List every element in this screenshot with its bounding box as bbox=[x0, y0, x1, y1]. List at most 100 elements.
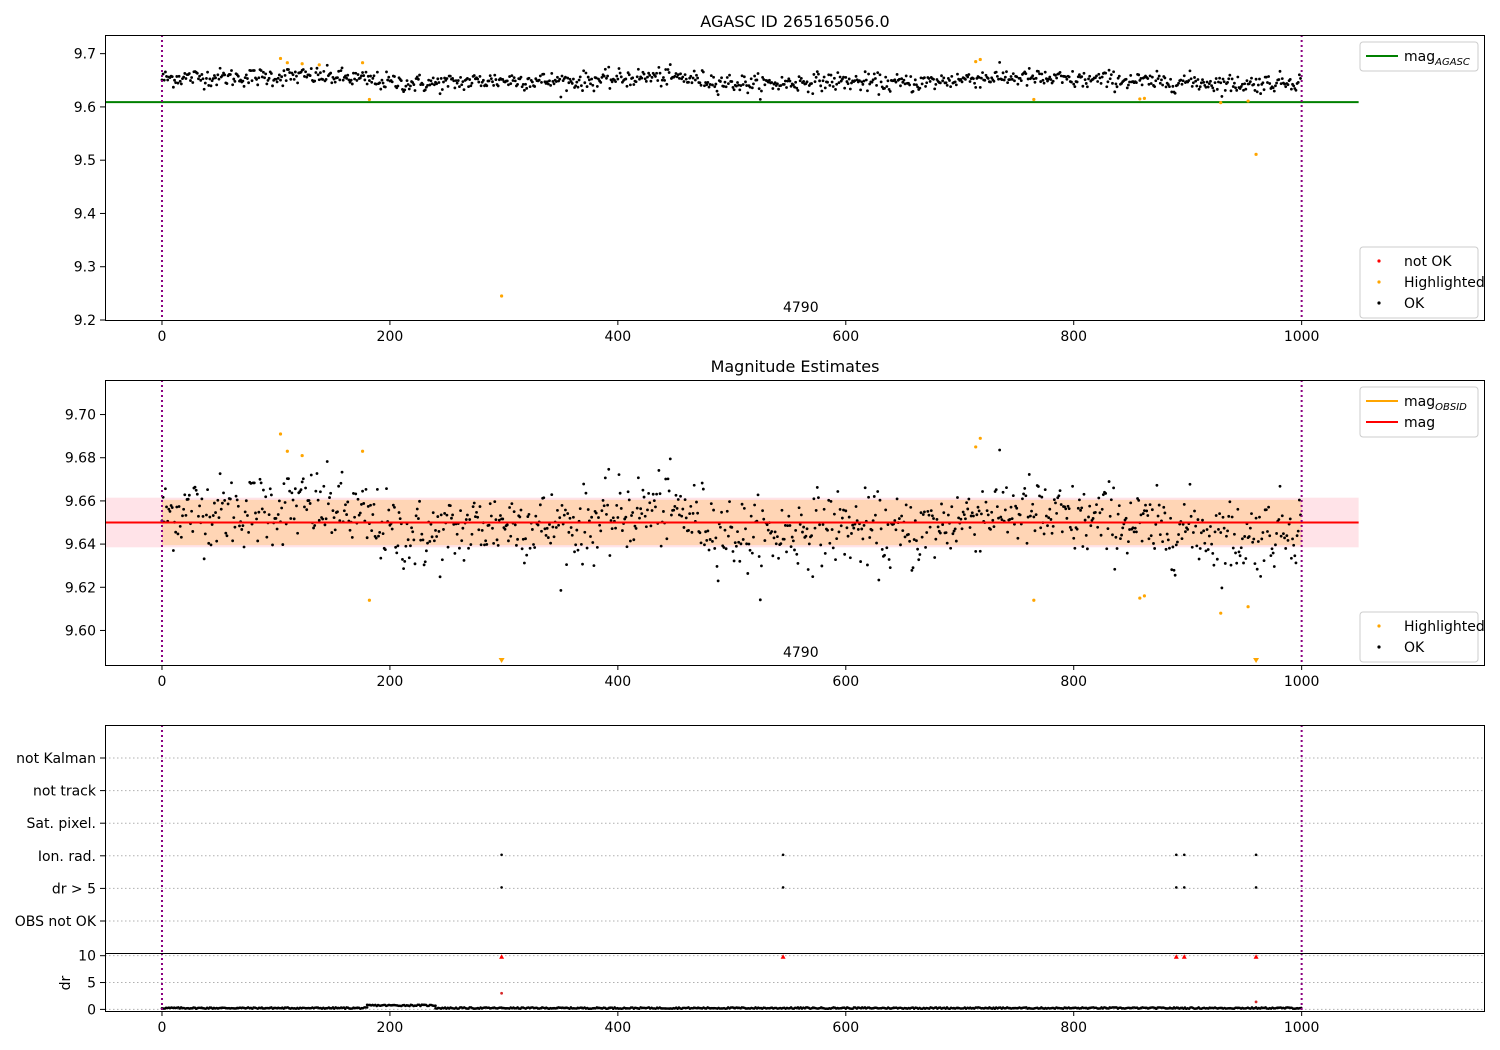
ok-point bbox=[1218, 512, 1221, 516]
ok-point bbox=[313, 79, 317, 83]
ok-point bbox=[1051, 79, 1055, 83]
ok-point bbox=[811, 92, 815, 96]
ok-point bbox=[1181, 79, 1185, 83]
ok-point bbox=[277, 499, 281, 503]
ok-point bbox=[741, 83, 745, 86]
ok-point bbox=[602, 504, 606, 508]
ok-point bbox=[1279, 82, 1283, 86]
dr-outlier-point bbox=[500, 991, 504, 995]
ok-point bbox=[544, 534, 548, 537]
ok-point bbox=[858, 79, 861, 82]
ok-point bbox=[804, 534, 808, 538]
ok-point bbox=[1286, 538, 1290, 542]
ok-point bbox=[317, 518, 321, 522]
ok-point bbox=[458, 85, 461, 89]
ok-point bbox=[1250, 512, 1253, 516]
ok-point bbox=[966, 507, 970, 511]
ok-point bbox=[725, 76, 729, 79]
ok-point bbox=[690, 81, 694, 85]
ok-point bbox=[1054, 501, 1057, 505]
ok-point bbox=[378, 81, 382, 85]
ok-point bbox=[742, 75, 746, 79]
ok-point bbox=[288, 489, 292, 493]
ok-point bbox=[1034, 513, 1038, 517]
ok-point bbox=[1283, 82, 1286, 86]
ok-point bbox=[1278, 484, 1282, 488]
ok-point bbox=[605, 513, 608, 516]
ok-point bbox=[1158, 533, 1162, 537]
ok-point bbox=[1015, 75, 1019, 79]
ok-point bbox=[421, 538, 425, 542]
ok-point bbox=[644, 79, 648, 83]
ok-point bbox=[262, 70, 265, 74]
ok-point bbox=[636, 476, 640, 480]
ok-point bbox=[1260, 537, 1264, 541]
ok-point bbox=[756, 493, 760, 497]
ok-point bbox=[636, 67, 640, 71]
ok-point bbox=[1108, 77, 1112, 81]
ok-point bbox=[456, 79, 460, 82]
ok-point bbox=[1191, 81, 1195, 85]
ok-point bbox=[797, 75, 801, 79]
ok-point bbox=[909, 75, 913, 78]
ok-point bbox=[918, 553, 922, 556]
ok-point bbox=[828, 541, 832, 545]
ok-point bbox=[557, 523, 560, 527]
ok-point bbox=[771, 554, 775, 558]
ok-point bbox=[256, 539, 260, 543]
ok-point bbox=[648, 74, 652, 77]
ok-point bbox=[1088, 504, 1092, 508]
ok-point bbox=[222, 491, 225, 495]
highlighted-point bbox=[1142, 96, 1146, 100]
ok-point bbox=[805, 527, 809, 531]
ok-point bbox=[333, 80, 337, 84]
ok-point bbox=[1150, 75, 1154, 79]
ok-point bbox=[1085, 85, 1089, 89]
ok-point bbox=[1105, 85, 1109, 89]
ok-point bbox=[1154, 79, 1158, 83]
ok-point bbox=[1098, 511, 1102, 515]
ok-point bbox=[828, 84, 832, 87]
ok-point bbox=[1234, 551, 1237, 555]
ok-point bbox=[481, 78, 485, 82]
flag-row-label: not Kalman bbox=[16, 751, 96, 767]
ok-point bbox=[579, 542, 583, 546]
ok-point bbox=[480, 529, 484, 532]
ok-point bbox=[1268, 82, 1272, 85]
ok-point bbox=[1001, 71, 1005, 75]
ok-point bbox=[1256, 83, 1260, 87]
ok-point bbox=[911, 566, 915, 570]
ok-point bbox=[1166, 83, 1170, 86]
ok-point bbox=[282, 482, 286, 486]
ok-point bbox=[549, 83, 553, 87]
ok-point bbox=[701, 70, 705, 74]
ok-point bbox=[346, 73, 350, 77]
ok-point bbox=[632, 538, 636, 542]
x-tick-label: 400 bbox=[604, 674, 631, 690]
flag-point bbox=[500, 886, 503, 889]
ok-point bbox=[403, 88, 407, 92]
ok-point bbox=[1194, 524, 1198, 528]
ok-point bbox=[508, 75, 511, 78]
ok-point bbox=[279, 78, 282, 82]
ok-point bbox=[658, 71, 662, 75]
ok-point bbox=[787, 514, 791, 518]
ok-point bbox=[1213, 530, 1217, 534]
ok-point bbox=[904, 503, 908, 507]
ok-point bbox=[521, 83, 525, 86]
ok-point bbox=[338, 78, 342, 82]
ok-point bbox=[900, 77, 904, 81]
ok-point bbox=[1111, 81, 1114, 85]
ok-point bbox=[1227, 77, 1231, 81]
ok-point bbox=[1188, 482, 1192, 486]
ok-point bbox=[345, 513, 349, 516]
ok-point bbox=[177, 74, 181, 78]
ok-point bbox=[616, 516, 620, 519]
ok-point bbox=[233, 80, 237, 83]
ok-point bbox=[403, 559, 407, 563]
ok-point bbox=[998, 60, 1002, 64]
ok-point bbox=[1220, 586, 1224, 590]
ok-point bbox=[1203, 541, 1207, 545]
ok-point bbox=[1026, 77, 1030, 81]
ok-point bbox=[1054, 74, 1057, 77]
